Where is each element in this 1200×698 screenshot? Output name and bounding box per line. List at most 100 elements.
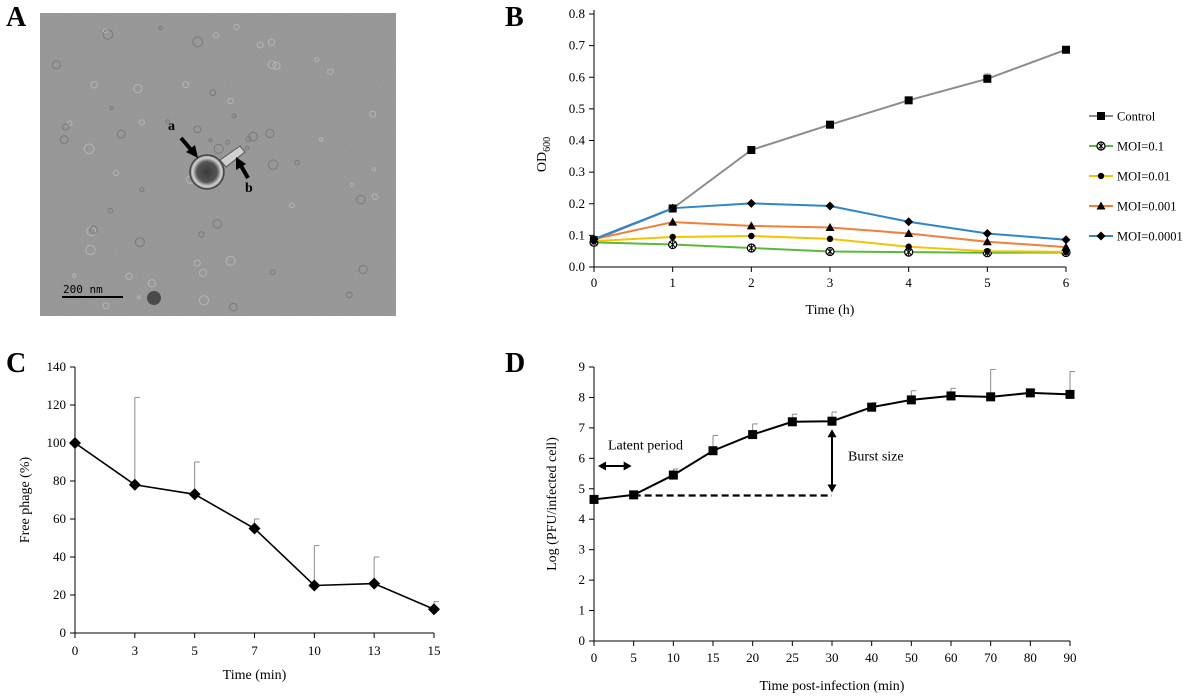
- particle-speck: [125, 272, 133, 280]
- chart-b-x-tick-label: 3: [827, 275, 834, 290]
- chart-d-y-tick-label: 0: [579, 633, 586, 648]
- particle-speck: [158, 25, 163, 31]
- chart-c-point: [368, 577, 381, 590]
- chart-b-y-tick-label: 0.8: [569, 6, 585, 21]
- chart-d-point: [748, 430, 758, 440]
- chart-b-point-0: [747, 145, 756, 154]
- particle-speck: [231, 113, 237, 119]
- chart-d-point: [986, 392, 996, 402]
- chart-b-x-tick-label: 6: [1063, 275, 1070, 290]
- chart-b-y-tick-label: 0.7: [569, 38, 586, 53]
- chart-d-point: [1025, 388, 1035, 398]
- chart-c-y-tick-label: 80: [53, 473, 66, 488]
- chart-b-point-1: [668, 239, 678, 250]
- particle-speck: [358, 264, 368, 275]
- chart-b-point-3: [904, 228, 914, 237]
- chart-c-point: [308, 579, 321, 592]
- legend-swatch-marker: [1097, 112, 1105, 120]
- panel-letter-a: A: [6, 2, 27, 33]
- chart-d-x-tick-label: 60: [945, 650, 958, 665]
- particle-speck: [209, 89, 217, 97]
- chart-c-x-tick-label: 7: [251, 643, 258, 658]
- chart-b-point-4: [904, 217, 914, 227]
- chart-d-y-tick-label: 8: [579, 389, 586, 404]
- particle-speck: [182, 81, 190, 89]
- particle-speck: [229, 302, 238, 312]
- particle-speck: [314, 57, 320, 63]
- burst-arrow-down-icon: [827, 484, 837, 493]
- chart-b-point-0: [826, 120, 834, 129]
- particle-speck: [199, 268, 208, 278]
- chart-b-point-4: [746, 198, 756, 208]
- particle-speck: [193, 259, 201, 267]
- chart-b-y-tick-label: 0.6: [569, 69, 586, 84]
- chart-d-y-tick-label: 9: [579, 359, 586, 374]
- chart-b-point-3: [1061, 242, 1071, 251]
- particle-speck: [267, 60, 277, 70]
- particle-speck: [109, 106, 114, 111]
- particle-speck: [227, 97, 234, 105]
- marker-cross: [747, 244, 755, 252]
- legend-entry: MOI=0.1: [1117, 140, 1164, 154]
- chart-c-y-tick-label: 120: [47, 397, 67, 412]
- particle-speck: [103, 28, 108, 34]
- chart-d-y-tick-label: 4: [579, 511, 586, 526]
- panel-letter-c: C: [6, 348, 26, 379]
- particle-speck: [213, 32, 219, 39]
- particle-speck: [372, 167, 377, 172]
- particle-speck: [165, 119, 170, 124]
- particle-speck: [133, 84, 143, 94]
- chart-d-y-tick-label: 6: [579, 450, 586, 465]
- chart-b-y-tick-label: 0.0: [569, 259, 585, 274]
- particle-speck: [90, 81, 98, 89]
- chart-d-x-tick-label: 0: [591, 650, 598, 665]
- debris-particle: [147, 291, 161, 305]
- chart-c-x-label: Time (min): [223, 668, 287, 683]
- marker-cross: [826, 248, 834, 256]
- particle-speck: [267, 38, 276, 46]
- chart-c-x-tick-label: 3: [132, 643, 139, 658]
- chart-d-x-tick-label: 70: [984, 650, 997, 665]
- latent-arrow-left-icon: [598, 461, 606, 471]
- particle-speck: [116, 129, 126, 139]
- chart-d-point: [668, 470, 678, 480]
- particle-speck: [198, 295, 209, 306]
- arrow-a-icon: [179, 136, 198, 158]
- particle-speck: [193, 125, 202, 134]
- legend-entry: MOI=0.01: [1117, 170, 1170, 184]
- particle-speck: [356, 194, 366, 205]
- chart-b-point-2: [905, 243, 912, 250]
- chart-b-point-1: [746, 243, 756, 253]
- phage-head: [189, 154, 225, 190]
- chart-b-point-3: [825, 222, 835, 231]
- particle-speck: [67, 120, 73, 126]
- chart-c-y-tick-label: 140: [47, 359, 67, 374]
- chart-b-point-2: [669, 233, 676, 241]
- particle-speck: [213, 143, 224, 154]
- particle-speck: [244, 145, 250, 151]
- chart-b-point-4: [982, 228, 992, 238]
- chart-d-point: [708, 446, 718, 456]
- chart-d-point: [946, 391, 956, 401]
- particle-speck: [318, 137, 324, 142]
- chart-c-point: [128, 478, 141, 491]
- chart-b-y-tick-label: 0.2: [569, 196, 585, 211]
- chart-c-y-tick-label: 100: [47, 435, 67, 450]
- particle-speck: [294, 159, 300, 166]
- chart-d-point: [867, 402, 877, 412]
- chart-b-point-4: [825, 201, 835, 211]
- particle-speck: [147, 279, 156, 288]
- chart-c-x-tick-label: 10: [308, 643, 321, 658]
- chart-c-y-tick-label: 40: [53, 549, 66, 564]
- particle-speck: [371, 193, 379, 200]
- chart-d-point: [589, 494, 599, 504]
- chart-d-x-tick-label: 80: [1024, 650, 1037, 665]
- chart-d-point: [1065, 389, 1075, 399]
- particle-speck: [212, 219, 222, 229]
- chart-b-y-label-sub: 600: [542, 137, 553, 152]
- chart-d-x-tick-label: 10: [667, 650, 680, 665]
- chart-b-x-tick-label: 0: [591, 275, 598, 290]
- legend-swatch-marker: [1096, 201, 1106, 210]
- particle-speck: [102, 302, 110, 310]
